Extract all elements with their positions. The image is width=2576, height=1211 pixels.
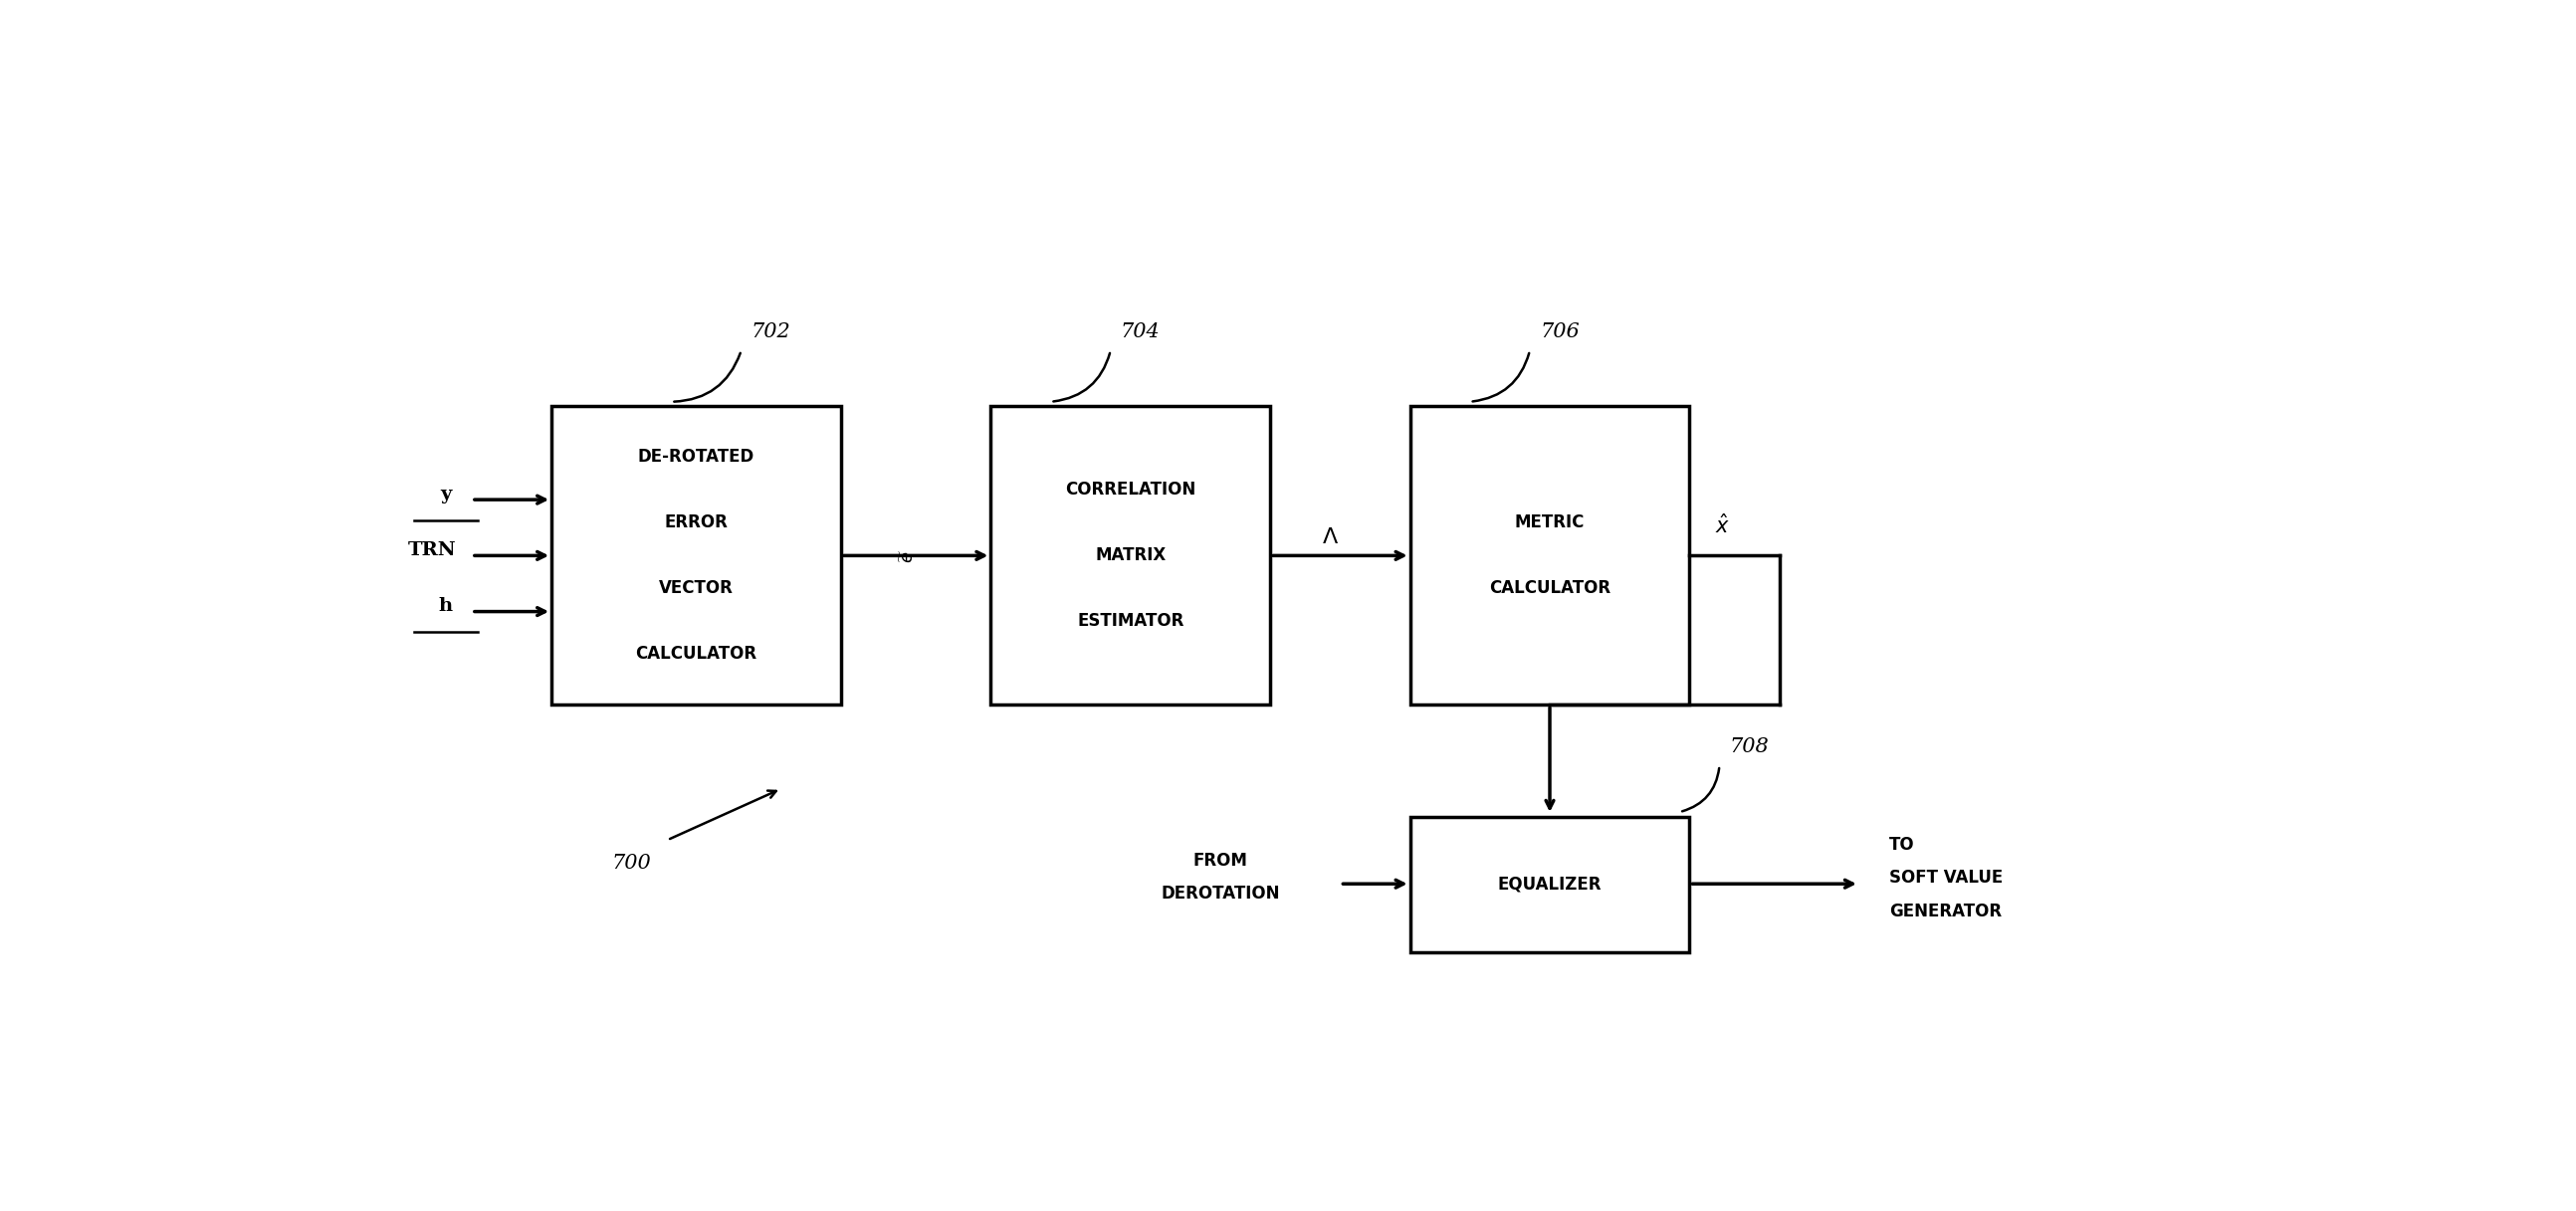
- Text: CORRELATION: CORRELATION: [1066, 481, 1195, 499]
- FancyArrowPatch shape: [1682, 768, 1718, 811]
- Text: METRIC: METRIC: [1515, 513, 1584, 532]
- Text: ESTIMATOR: ESTIMATOR: [1077, 613, 1185, 630]
- Text: CALCULATOR: CALCULATOR: [636, 645, 757, 664]
- Bar: [1409, 407, 1690, 705]
- FancyArrowPatch shape: [670, 791, 775, 839]
- Text: SOFT VALUE: SOFT VALUE: [1888, 868, 2004, 886]
- Text: EQUALIZER: EQUALIZER: [1497, 876, 1602, 894]
- Text: DEROTATION: DEROTATION: [1162, 884, 1280, 902]
- Text: 700: 700: [611, 854, 652, 873]
- Bar: [551, 407, 842, 705]
- FancyArrowPatch shape: [675, 354, 739, 402]
- Text: TRN: TRN: [407, 541, 456, 559]
- Text: TO: TO: [1888, 836, 1914, 854]
- Text: VECTOR: VECTOR: [659, 580, 734, 597]
- Text: y: y: [440, 486, 451, 503]
- FancyArrowPatch shape: [1054, 354, 1110, 401]
- Text: $\widetilde{e}$: $\widetilde{e}$: [899, 549, 917, 563]
- Text: 708: 708: [1728, 737, 1770, 756]
- Bar: [992, 407, 1270, 705]
- FancyArrowPatch shape: [1473, 354, 1530, 401]
- Bar: [1409, 816, 1690, 952]
- Text: h: h: [438, 597, 453, 615]
- Text: $\hat{x}$: $\hat{x}$: [1716, 513, 1731, 536]
- Text: ERROR: ERROR: [665, 513, 729, 532]
- Text: 702: 702: [752, 322, 791, 342]
- Text: DE-ROTATED: DE-ROTATED: [639, 448, 755, 466]
- Text: MATRIX: MATRIX: [1095, 546, 1167, 564]
- Text: FROM: FROM: [1193, 851, 1247, 869]
- Text: $\Lambda$: $\Lambda$: [1321, 526, 1340, 547]
- Text: 706: 706: [1540, 322, 1579, 342]
- Text: GENERATOR: GENERATOR: [1888, 903, 2002, 920]
- Text: 704: 704: [1121, 322, 1159, 342]
- Text: CALCULATOR: CALCULATOR: [1489, 580, 1610, 597]
